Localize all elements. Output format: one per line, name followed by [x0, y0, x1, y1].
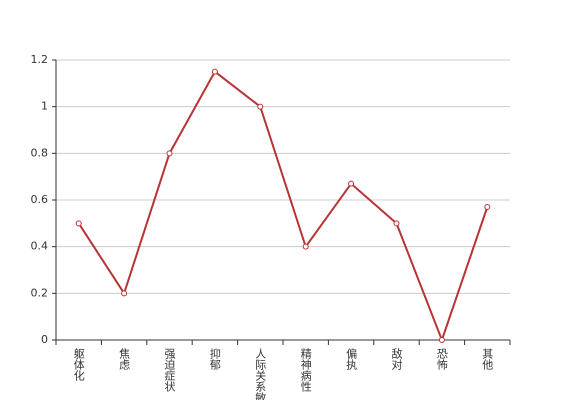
y-tick-label: 1 [41, 100, 48, 113]
x-tick-label: 抑郁 [208, 347, 221, 370]
y-tick-label: 0.8 [31, 146, 49, 159]
y-tick-label: 1.2 [31, 53, 49, 66]
point [121, 290, 128, 297]
y-tick-label: 0 [41, 333, 48, 346]
x-tick-label: 敌对 [390, 347, 403, 370]
point [166, 150, 173, 157]
y-tick-label: 0.6 [31, 193, 49, 206]
line [77, 70, 489, 343]
point [393, 220, 400, 227]
point [75, 220, 82, 227]
x-tick-label: 偏执 [345, 347, 358, 371]
x-tick-label: 人际关系敏感 [254, 348, 267, 400]
x-tick-label: 焦虑 [118, 348, 131, 370]
point [484, 204, 491, 210]
point [348, 180, 355, 187]
x-tick-label: 恐怖 [435, 348, 448, 370]
point [302, 243, 309, 250]
y-tick-label: 0.4 [31, 240, 49, 253]
x-tick-label: 强迫症状 [163, 348, 176, 392]
point [257, 103, 264, 110]
x-tick-label: 躯体化 [72, 348, 85, 382]
point [438, 337, 445, 343]
x-tick-label: 精神病性 [299, 348, 312, 393]
point [211, 68, 218, 75]
y-tick-label: 0.2 [31, 286, 49, 299]
x-tick-label: 其他 [481, 348, 494, 370]
